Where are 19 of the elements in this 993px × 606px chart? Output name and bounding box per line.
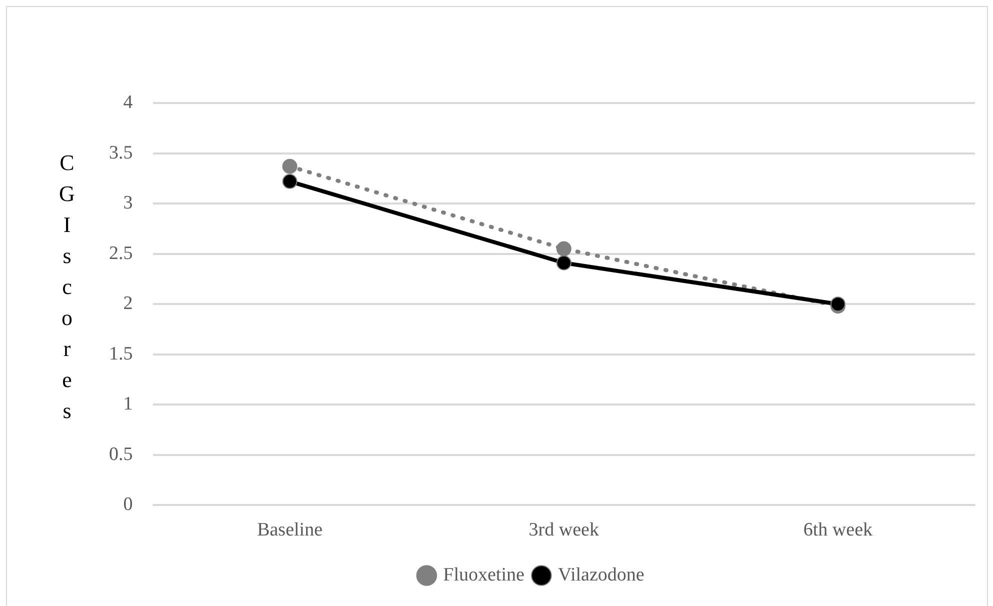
- x-tick-label: Baseline: [257, 520, 323, 541]
- y-tick-label: 1.5: [109, 343, 133, 364]
- y-tick-label: 4: [123, 92, 134, 113]
- point: [556, 255, 572, 270]
- x-tick-label: 3rd week: [528, 520, 600, 541]
- point: [282, 174, 298, 189]
- x-tick-label: 6th week: [803, 520, 874, 541]
- y-tick-label: 3: [123, 192, 133, 214]
- text: CGI scores: [59, 150, 75, 423]
- legend-label: Fluoxetine: [443, 564, 524, 586]
- legend-label: Vilazodone: [558, 564, 644, 586]
- y-tick-label: 1: [123, 394, 133, 415]
- y-tick-label: 0: [123, 494, 133, 516]
- point: [282, 158, 298, 174]
- point: [556, 241, 572, 256]
- y-tick-label: 2.5: [109, 242, 133, 264]
- y-tick-label: 0.5: [109, 444, 133, 465]
- y-tick-label: 2: [123, 293, 133, 314]
- y-tick-label: 3.5: [109, 142, 133, 164]
